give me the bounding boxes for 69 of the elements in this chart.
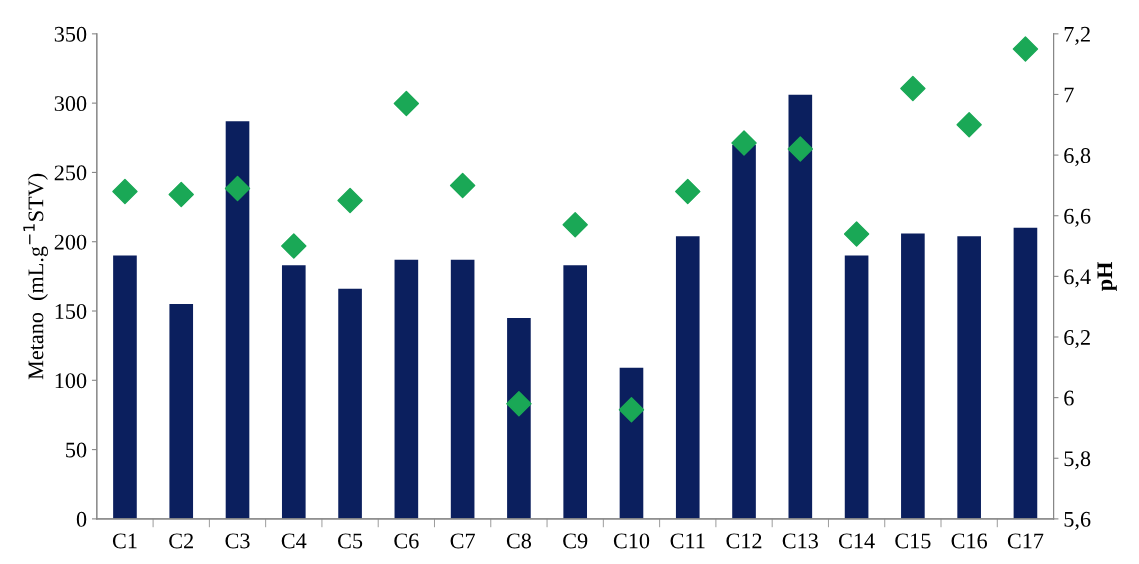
bar [844,255,869,519]
x-tick-label: C2 [169,533,193,549]
x-tick-label: C16 [951,533,988,549]
y2-tick-label: 5,6 [1064,511,1091,531]
point [1012,36,1039,62]
bar [675,236,700,519]
x-tick-label: C6 [394,533,419,549]
y-tick-label: 150 [55,303,87,319]
y-tick-label: 0 [76,511,87,527]
x-tick-label: C4 [281,533,307,549]
y2-tick-label: 6,2 [1064,329,1090,349]
point [112,178,138,205]
point [843,221,870,247]
x-tick-label: C14 [838,533,875,549]
x-tick-label: C17 [1007,533,1044,549]
bar [507,317,531,519]
bar [957,236,981,519]
bar [450,259,475,519]
x-tick-label: C9 [563,533,588,549]
y-tick-label: 300 [54,96,87,112]
point [337,187,363,214]
x-tick-label: C12 [726,533,762,549]
x-tick-label: C15 [895,533,931,549]
y-tick-label: 100 [55,373,87,389]
point [900,75,926,102]
bar [901,233,925,519]
y-tick-label: 250 [54,165,87,181]
x-tick-label: C10 [613,533,650,549]
y-tick-label: 50 [66,442,87,458]
y-tick-label: 200 [54,234,87,250]
point [506,390,532,417]
y-tick-label: 350 [54,26,87,42]
point [168,181,194,208]
x-tick-label: C8 [506,533,532,549]
bar [338,288,362,519]
y2-axis-title: pH [1097,261,1117,291]
point [675,178,701,205]
point [956,112,982,138]
y2-tick-label: 6 [1064,390,1074,406]
bar [788,94,813,519]
bar [225,121,250,519]
point [562,212,588,238]
bar [169,304,194,519]
point [449,172,476,199]
x-tick-label: C3 [225,533,250,549]
x-tick-label: C1 [112,533,137,549]
bar [281,265,306,519]
bar [113,255,137,519]
point [787,136,814,162]
y2-tick-label: 5,8 [1064,451,1091,470]
point [224,175,251,202]
y2-tick-label: 7 [1064,87,1074,103]
y2-tick-label: 7,2 [1064,26,1090,45]
x-tick-label: C13 [782,533,818,549]
point [731,130,757,156]
y2-tick-label: 6,4 [1064,269,1091,288]
y2-tick-label: 6,6 [1064,208,1091,227]
point [618,397,645,423]
y-axis-title: Metano (mL.g$^{−1}$STV) [23,173,48,380]
bar [563,265,588,519]
y2-tick-label: 6,8 [1064,148,1091,167]
x-tick-label: C11 [670,533,705,549]
point [281,233,307,259]
x-tick-label: C7 [450,533,475,549]
x-tick-label: C5 [338,533,363,549]
bar [732,144,756,519]
bar [394,259,419,519]
point [393,90,420,117]
bar [1013,227,1038,519]
